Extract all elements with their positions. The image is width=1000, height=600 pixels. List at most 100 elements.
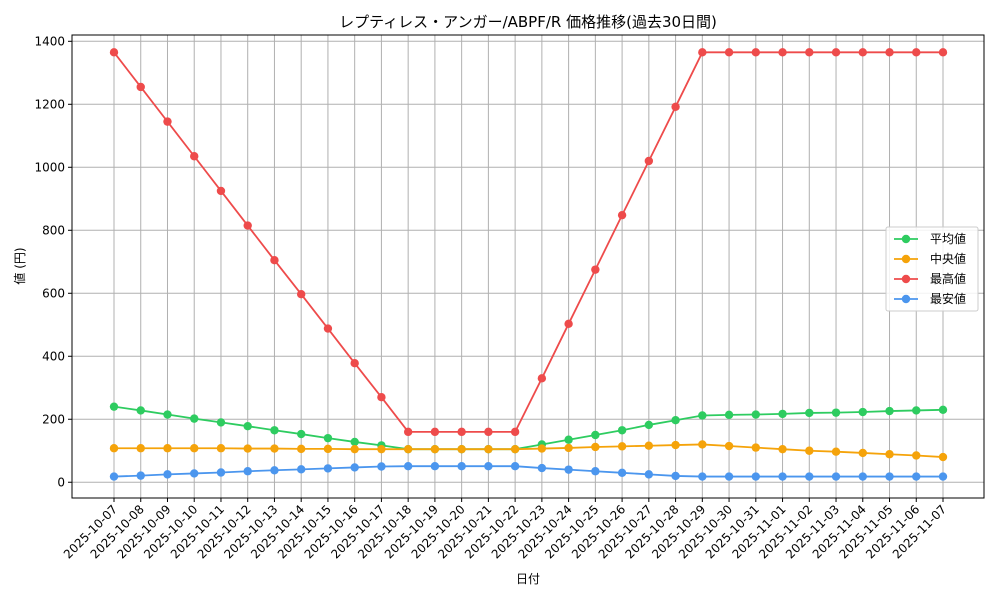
- legend-label: 最安値: [930, 291, 966, 306]
- data-point: [537, 463, 547, 473]
- data-point: [591, 265, 600, 274]
- data-point: [510, 427, 520, 437]
- data-point: [778, 444, 787, 454]
- data-point: [778, 409, 787, 419]
- legend-marker: [901, 234, 911, 244]
- data-point: [457, 461, 466, 471]
- data-point: [163, 470, 172, 479]
- data-point: [323, 433, 333, 443]
- data-point: [938, 452, 948, 462]
- data-point: [457, 427, 466, 437]
- legend-marker: [901, 274, 911, 284]
- data-point: [109, 444, 119, 453]
- data-point: [109, 472, 119, 481]
- y-axis: 0 200 400 600 800 1000 1200 1400: [34, 34, 72, 489]
- data-point: [350, 444, 359, 454]
- data-point: [243, 421, 252, 431]
- data-point: [537, 374, 547, 383]
- x-axis-label: 日付: [516, 572, 540, 586]
- data-point: [858, 448, 867, 458]
- y-tick-label: 0: [57, 475, 65, 489]
- data-point: [350, 358, 359, 368]
- data-point: [724, 48, 734, 57]
- data-point: [377, 462, 386, 471]
- data-point: [323, 444, 333, 454]
- data-point: [296, 444, 306, 454]
- y-axis-label: 値 (円): [12, 247, 27, 284]
- legend-label: 平均値: [930, 231, 966, 246]
- data-point: [270, 444, 279, 453]
- data-point: [350, 437, 359, 447]
- data-point: [403, 444, 413, 454]
- series-line: [113, 51, 943, 433]
- data-point: [457, 444, 466, 454]
- legend-marker: [901, 254, 911, 264]
- series-line: [113, 465, 943, 478]
- data-point: [350, 463, 359, 472]
- data-point: [698, 440, 707, 449]
- data-point: [938, 48, 948, 57]
- data-point: [885, 406, 894, 416]
- data-point: [296, 465, 306, 474]
- data-point: [323, 464, 333, 473]
- data-point: [751, 443, 761, 452]
- data-point: [805, 472, 814, 481]
- data-point: [270, 426, 279, 435]
- data-point: [805, 446, 814, 455]
- data-point: [591, 430, 600, 440]
- legend-frame: [885, 226, 979, 312]
- data-point: [377, 393, 386, 402]
- data-point: [109, 48, 119, 57]
- y-tick-label: 1400: [34, 34, 65, 48]
- data-point: [403, 461, 413, 471]
- data-point: [216, 186, 226, 196]
- series-1: [109, 440, 948, 462]
- data-point: [698, 411, 707, 420]
- grid: [72, 35, 984, 498]
- data-point: [617, 426, 627, 435]
- data-point: [912, 451, 921, 460]
- data-point: [484, 461, 493, 471]
- data-point: [109, 402, 119, 411]
- data-point: [136, 444, 145, 453]
- legend-label: 中央値: [930, 251, 966, 266]
- data-point: [270, 256, 279, 265]
- data-point: [778, 472, 787, 481]
- data-point: [671, 416, 680, 425]
- series-line: [114, 443, 944, 458]
- data-point: [430, 444, 440, 454]
- data-point: [724, 472, 734, 481]
- series-group: [109, 48, 948, 481]
- data-point: [644, 420, 654, 430]
- data-point: [564, 465, 573, 474]
- data-point: [724, 441, 734, 451]
- data-point: [243, 444, 252, 453]
- data-point: [377, 444, 386, 454]
- data-point: [430, 427, 440, 437]
- data-point: [296, 429, 306, 439]
- y-tick-label: 200: [42, 412, 65, 426]
- data-point: [805, 408, 814, 418]
- data-point: [296, 290, 306, 299]
- plot-frame: [71, 34, 985, 499]
- data-point: [430, 461, 440, 471]
- data-point: [831, 408, 841, 417]
- data-point: [885, 48, 894, 57]
- data-point: [671, 471, 680, 481]
- data-point: [216, 444, 226, 453]
- data-point: [216, 418, 226, 427]
- data-point: [270, 466, 279, 475]
- data-point: [751, 48, 761, 57]
- data-point: [484, 427, 493, 437]
- data-point: [751, 410, 761, 419]
- series-3: [109, 461, 948, 481]
- data-point: [617, 468, 627, 478]
- data-point: [564, 319, 573, 329]
- data-point: [136, 406, 145, 415]
- data-point: [831, 447, 841, 456]
- data-point: [938, 405, 948, 415]
- data-point: [591, 442, 600, 452]
